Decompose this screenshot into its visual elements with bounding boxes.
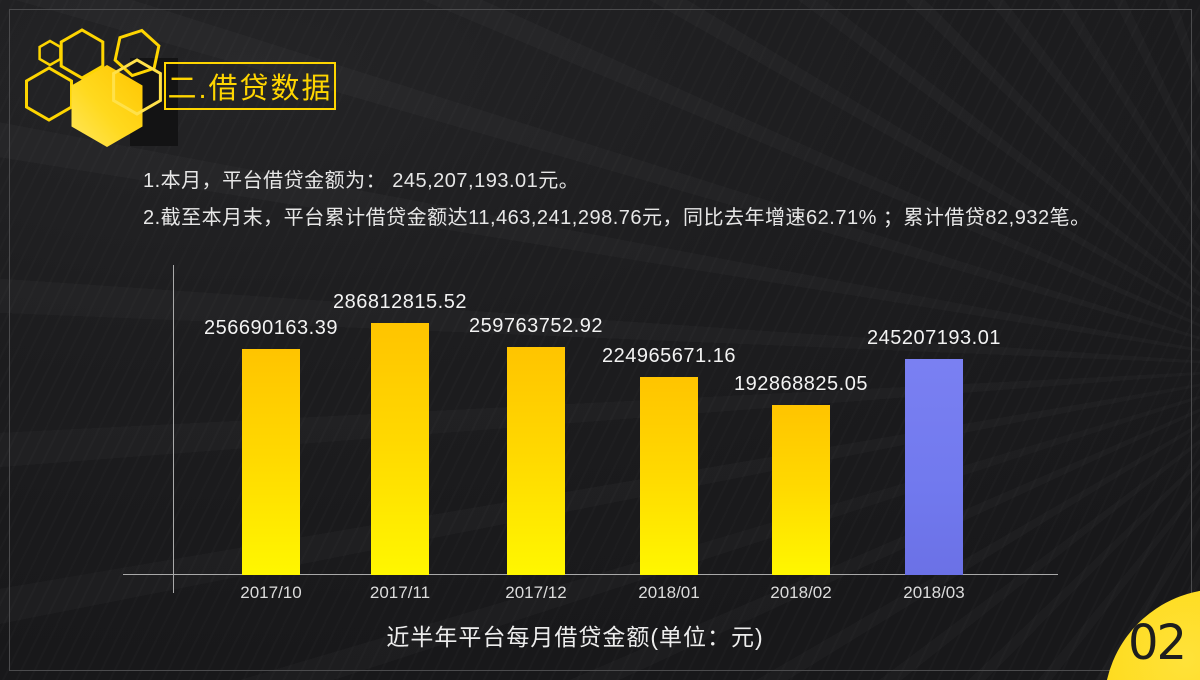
chart-caption: 近半年平台每月借贷金额(单位：元) (386, 624, 764, 650)
page-number: 02 (1128, 615, 1187, 671)
bar-value-label: 245207193.01 (867, 327, 1001, 349)
note-line-1: 1.本月，平台借贷金额为： 245,207,193.01元。 (143, 170, 580, 192)
x-axis-label: 2017/10 (240, 583, 302, 602)
bar-value-label: 256690163.39 (204, 317, 338, 339)
bar (905, 359, 963, 575)
note-line-2: 2.截至本月末，平台累计借贷金额达11,463,241,298.76元，同比去年… (143, 207, 1091, 229)
x-axis (123, 574, 1058, 575)
x-axis-label: 2018/01 (638, 583, 700, 602)
bar (242, 349, 300, 575)
bar (772, 405, 830, 575)
bar (640, 377, 698, 575)
x-axis-label: 2018/02 (770, 583, 832, 602)
bar-value-label: 286812815.52 (333, 291, 467, 313)
x-axis-label: 2017/11 (369, 583, 431, 602)
bar-value-label: 192868825.05 (734, 373, 868, 395)
section-title: 二.借贷数据 (167, 73, 333, 105)
x-axis-label: 2018/03 (903, 583, 965, 602)
bar (507, 347, 565, 575)
bar (371, 323, 429, 575)
page-number-circle: 02 (1104, 589, 1200, 680)
hexagon-cluster-icon (25, 28, 162, 147)
section-title-box: 二.借贷数据 (164, 62, 336, 110)
bar-value-label: 259763752.92 (469, 315, 603, 337)
bar-value-label: 224965671.16 (602, 345, 736, 367)
x-axis-label: 2017/12 (505, 583, 567, 602)
y-axis (173, 265, 174, 593)
